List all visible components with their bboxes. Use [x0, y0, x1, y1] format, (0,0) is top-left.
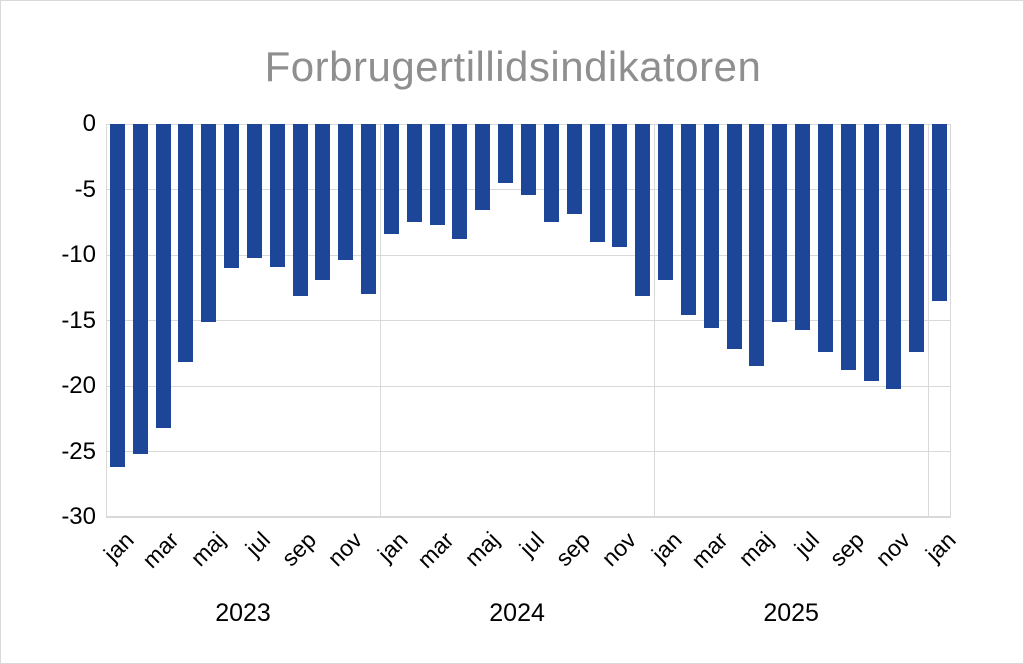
y-axis-tick-label: -20 — [61, 372, 96, 399]
y-axis-tick-label: -15 — [61, 306, 96, 334]
y-axis-tick-label: -30 — [61, 503, 96, 530]
y-axis-tick-label: -5 — [74, 175, 96, 203]
x-axis-tick-label: jan — [920, 526, 961, 567]
x-axis-tick-label: mar — [685, 526, 733, 573]
bar — [909, 124, 925, 352]
y-gridline — [106, 320, 951, 321]
x-axis-tick-label: sep — [824, 526, 870, 572]
x-axis-tick-label: sep — [276, 526, 322, 572]
bar — [224, 124, 240, 269]
bar — [406, 124, 422, 223]
bar — [475, 124, 491, 211]
bar — [521, 124, 536, 195]
bar — [612, 124, 628, 248]
bar — [498, 124, 514, 183]
y-gridline — [106, 254, 951, 256]
bar — [749, 124, 765, 367]
bar — [840, 124, 856, 371]
bar — [543, 124, 559, 223]
year-separator-line — [379, 124, 381, 517]
x-axis-tick-label: jul — [240, 526, 276, 562]
x-axis-tick-label: maj — [733, 526, 778, 572]
bar — [361, 124, 377, 295]
x-axis-tick-label: nov — [596, 526, 641, 572]
year-label: 2025 — [763, 599, 819, 627]
y-axis-tick-label: -25 — [61, 437, 96, 465]
y-gridline — [106, 516, 951, 518]
bar — [109, 124, 125, 468]
x-axis-tick-label: jul — [788, 526, 824, 562]
x-axis-tick-label: nov — [870, 526, 915, 572]
bar — [772, 124, 788, 322]
bar — [817, 124, 833, 352]
bar — [795, 124, 811, 330]
year-label: 2023 — [215, 599, 271, 627]
x-axis-tick-label: maj — [459, 526, 504, 572]
bar — [383, 124, 399, 235]
bar — [269, 124, 285, 267]
bar — [658, 124, 674, 280]
year-separator-line — [927, 124, 929, 517]
year-separator-line — [653, 124, 655, 517]
bar — [246, 124, 262, 258]
bar — [680, 124, 696, 316]
bar — [703, 124, 719, 329]
bar — [452, 124, 468, 240]
bar — [338, 124, 354, 261]
chart-title: Forbrugertillidsindikatoren — [264, 43, 762, 90]
x-axis-tick-label: jan — [646, 526, 687, 567]
bar — [932, 124, 948, 301]
bar — [566, 124, 582, 215]
bar — [178, 124, 194, 363]
bar — [635, 124, 651, 296]
x-axis-tick-label: nov — [322, 526, 367, 572]
y-gridline — [106, 385, 951, 387]
bar — [201, 124, 217, 322]
y-axis-tick-label: 0 — [82, 110, 96, 137]
bar — [886, 124, 902, 389]
x-axis-tick-label: sep — [550, 526, 596, 572]
bar — [429, 124, 445, 225]
bar — [315, 124, 331, 280]
y-axis-tick-label: -10 — [61, 241, 96, 268]
x-axis-tick-label: mar — [137, 526, 185, 573]
x-axis-tick-label: jul — [514, 526, 550, 562]
year-label: 2024 — [489, 599, 545, 627]
y-gridline — [106, 451, 951, 452]
bar — [155, 124, 171, 428]
x-axis-tick-label: jan — [372, 526, 413, 567]
x-axis-tick-label: maj — [185, 526, 230, 572]
bar — [132, 124, 148, 455]
x-axis-tick-label: mar — [411, 526, 459, 573]
x-axis-tick-label: jan — [98, 526, 139, 567]
bar — [589, 124, 605, 242]
bar — [292, 124, 308, 296]
bar — [863, 124, 879, 381]
bar — [726, 124, 742, 350]
